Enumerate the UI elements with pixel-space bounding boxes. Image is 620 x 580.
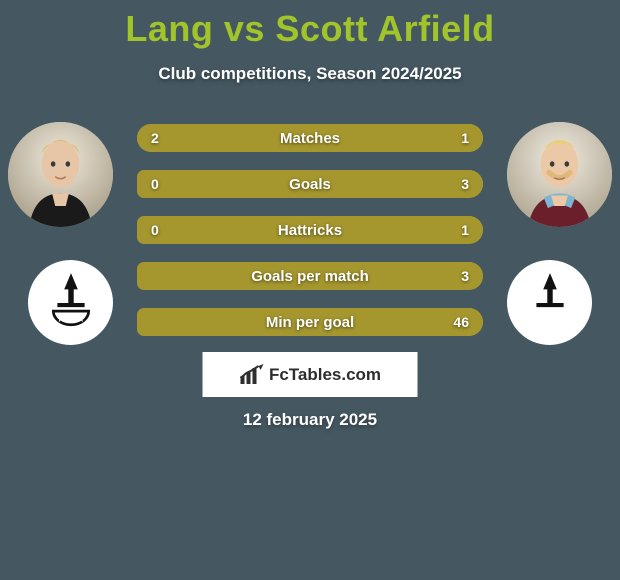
stat-bar-right-value: 3 (461, 176, 469, 192)
subtitle: Club competitions, Season 2024/2025 (0, 64, 620, 84)
svg-text:ALKIR: ALKIR (58, 314, 83, 323)
stat-bar-left-fill (137, 124, 369, 152)
club-right-badge: ALKIR (507, 260, 592, 345)
stat-bar-left-fill (137, 170, 144, 198)
stat-bar: Min per goal46 (137, 308, 483, 336)
player-left-avatar-icon (8, 122, 113, 227)
stat-bar-right-fill (144, 308, 483, 336)
stat-bar-right-fill (144, 216, 483, 244)
stat-bar-right-fill (144, 170, 483, 198)
stat-bar-right-value: 46 (453, 314, 469, 330)
stat-bars: Matches21Goals03Hattricks01Goals per mat… (137, 124, 483, 354)
brand-text: FcTables.com (269, 365, 381, 385)
stat-bar-left-value: 0 (151, 222, 159, 238)
page-title: Lang vs Scott Arfield (0, 0, 620, 50)
stat-bar-right-fill (144, 262, 483, 290)
stat-bar-left-value: 2 (151, 130, 159, 146)
stat-bar: Goals03 (137, 170, 483, 198)
stat-bar-right-value: 1 (461, 222, 469, 238)
player-right-avatar-icon (507, 122, 612, 227)
stat-bar: Hattricks01 (137, 216, 483, 244)
club-right-badge-icon: ALKIR (516, 269, 584, 337)
stat-bar-left-fill (137, 308, 144, 336)
stat-bar-left-value: 0 (151, 176, 159, 192)
svg-text:ALKIR: ALKIR (537, 314, 562, 323)
player-left-avatar (8, 122, 113, 227)
stat-bar-right-value: 1 (461, 130, 469, 146)
club-left-badge: ALKIR (28, 260, 113, 345)
stat-bar-left-fill (137, 262, 144, 290)
stat-bar: Goals per match3 (137, 262, 483, 290)
stat-bar-right-value: 3 (461, 268, 469, 284)
date-text: 12 february 2025 (0, 410, 620, 430)
club-left-badge-icon: ALKIR (37, 269, 105, 337)
bars-chart-icon (239, 364, 265, 386)
player-right-avatar (507, 122, 612, 227)
stat-bar-left-fill (137, 216, 144, 244)
brand-box: FcTables.com (203, 352, 418, 397)
stat-bar: Matches21 (137, 124, 483, 152)
